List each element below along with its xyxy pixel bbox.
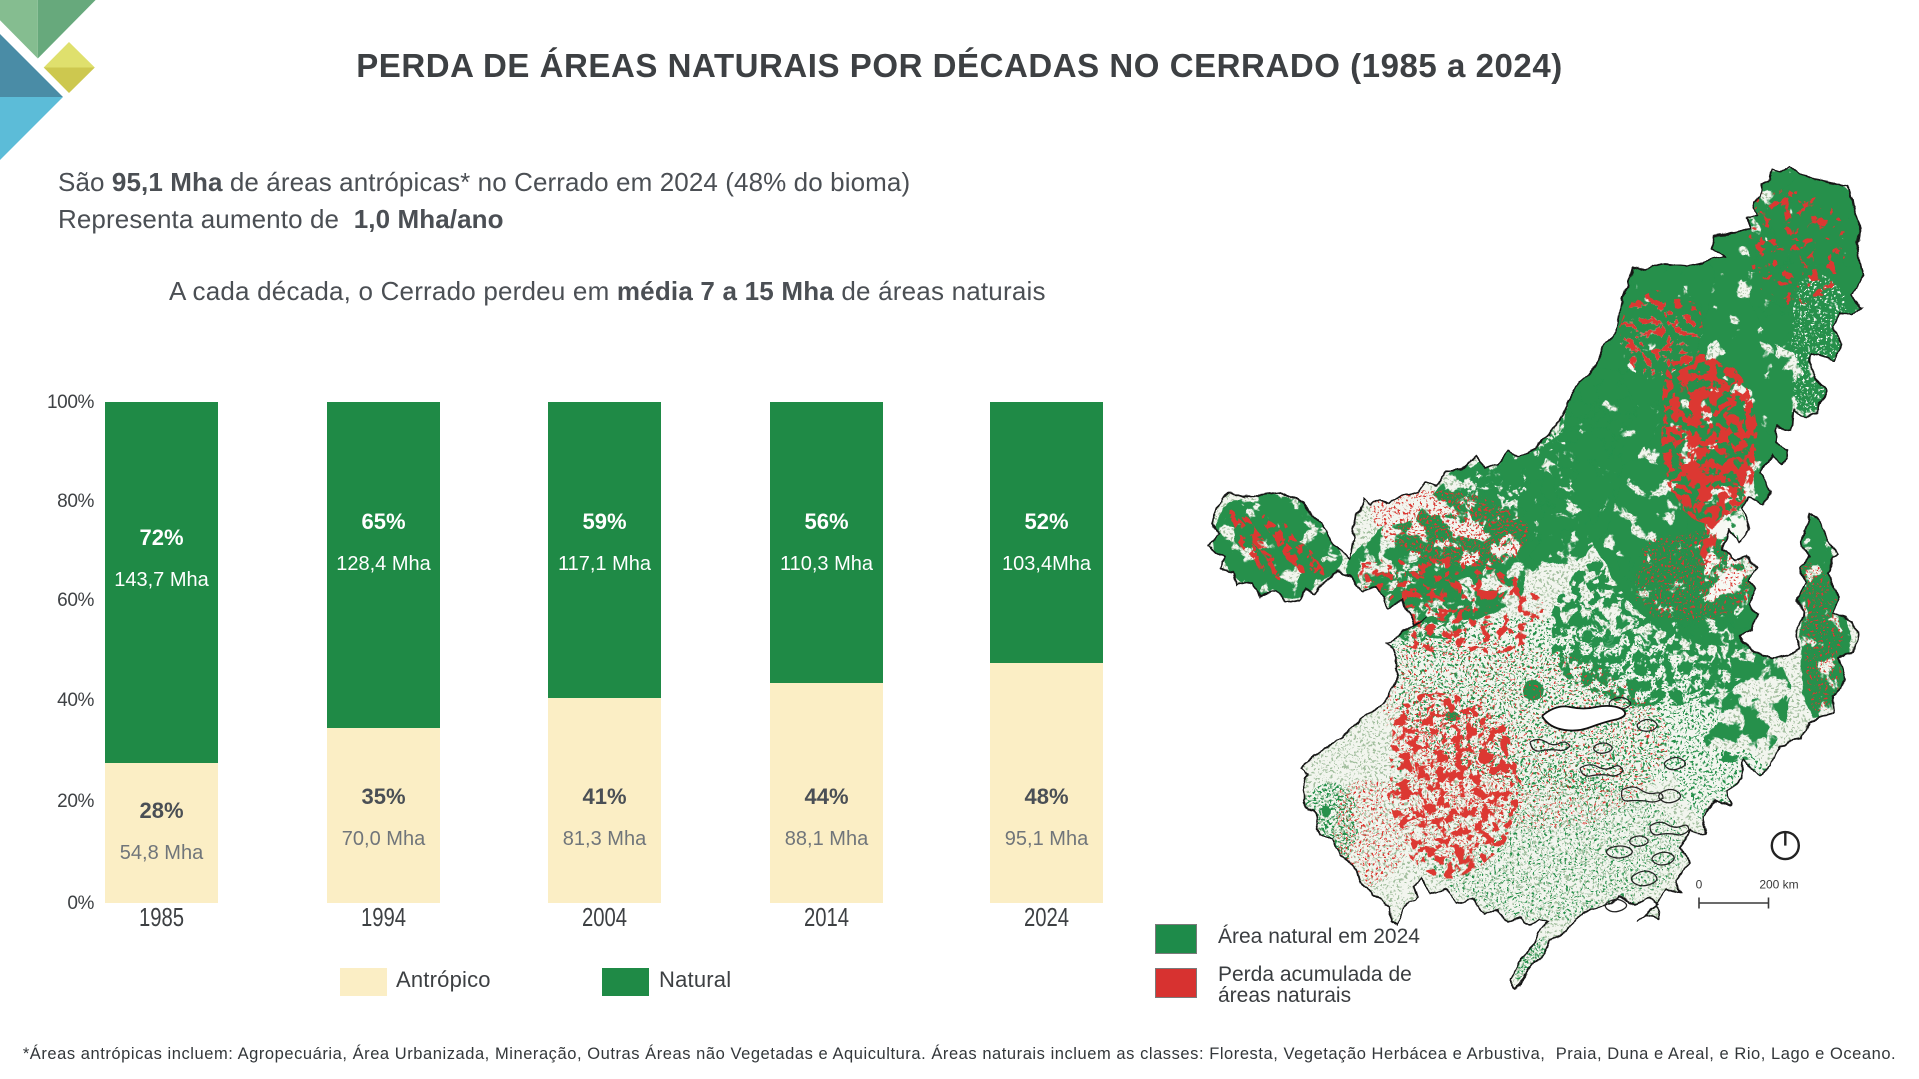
svg-text:0: 0 [1696, 878, 1703, 892]
svg-text:200 km: 200 km [1759, 878, 1798, 892]
